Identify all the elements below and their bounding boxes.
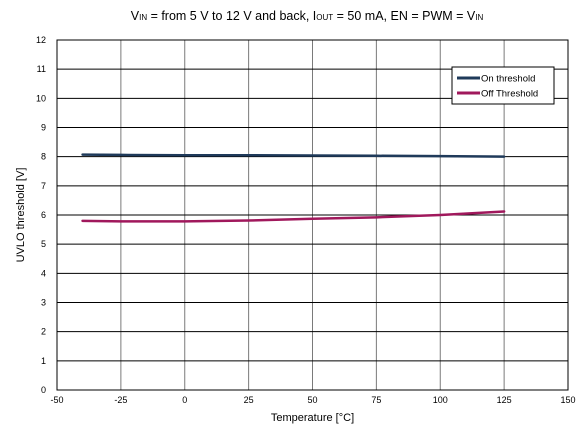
x-tick-label: 0 [182, 395, 187, 405]
x-tick-label: -50 [50, 395, 63, 405]
y-tick-label: 10 [36, 93, 46, 103]
title-part: OUT [316, 13, 333, 22]
y-tick-label: 6 [41, 210, 46, 220]
y-tick-label: 0 [41, 385, 46, 395]
title-part: V [131, 9, 140, 23]
y-tick-label: 5 [41, 239, 46, 249]
legend-label: On threshold [481, 74, 535, 85]
chart-title: VIN = from 5 V to 12 V and back, IOUT = … [131, 9, 484, 23]
title-part: IN [475, 13, 483, 22]
x-tick-label: 75 [371, 395, 381, 405]
series-line-on-threshold [81, 153, 506, 158]
y-tick-label: 8 [41, 152, 46, 162]
x-tick-label: 50 [307, 395, 317, 405]
plot-series [81, 153, 506, 223]
x-tick-label: 125 [497, 395, 512, 405]
y-tick-label: 11 [37, 64, 46, 74]
legend: On threshold Off Threshold [451, 66, 555, 105]
x-tick-label: -25 [114, 395, 127, 405]
x-tick-label: 100 [433, 395, 448, 405]
legend-label: Off Threshold [481, 89, 538, 100]
grid [57, 40, 568, 390]
title-part: IN [139, 13, 147, 22]
legend-box [451, 66, 555, 105]
y-axis-title: UVLO threshold [V] [15, 168, 27, 263]
title-part: = from 5 V to 12 V and back, I [147, 9, 316, 23]
title-part: = 50 mA, EN = PWM = V [333, 9, 476, 23]
y-tick-label: 2 [41, 327, 46, 337]
y-tick-label: 7 [41, 181, 46, 191]
series-line-off-threshold [81, 210, 506, 223]
y-tick-label: 3 [41, 298, 46, 308]
y-tick-label: 12 [36, 35, 46, 45]
x-tick-label: 25 [244, 395, 254, 405]
y-tick-label: 4 [41, 268, 46, 278]
x-tick-label: 150 [560, 395, 575, 405]
plot-area-frame [56, 39, 569, 391]
y-tick-label: 9 [41, 123, 46, 133]
x-axis-title: Temperature [°C] [271, 412, 354, 424]
y-tick-label: 1 [41, 356, 46, 366]
